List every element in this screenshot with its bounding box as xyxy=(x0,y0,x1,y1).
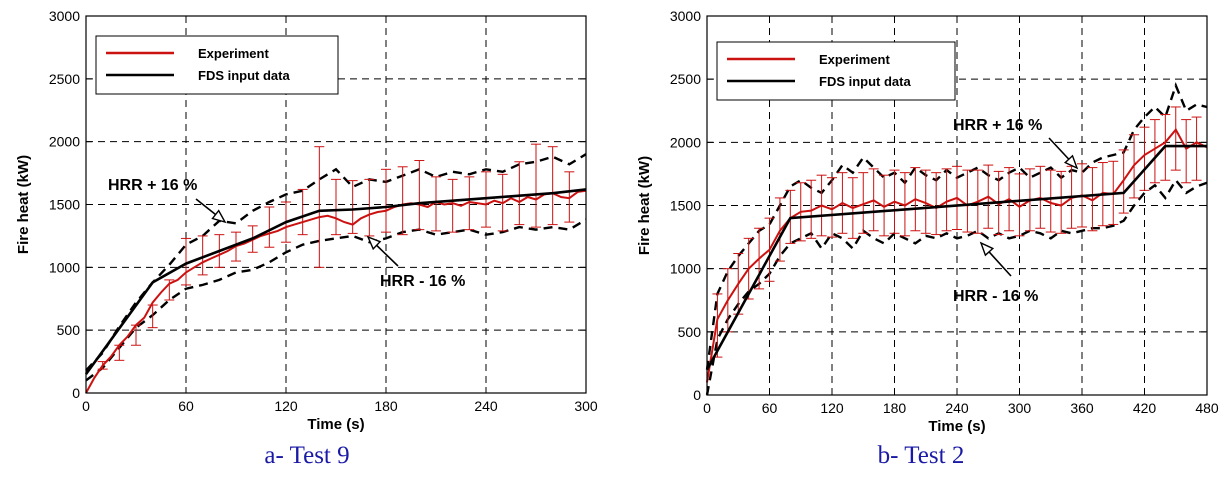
x-tick-label: 300 xyxy=(1008,400,1032,416)
y-tick-label: 0 xyxy=(72,385,80,401)
y-tick-label: 500 xyxy=(57,322,81,338)
annotation-arrowhead xyxy=(1063,154,1079,170)
legend-label: Experiment xyxy=(819,52,890,67)
lower-bound-line xyxy=(705,178,1208,396)
y-tick-label: 2500 xyxy=(49,71,80,87)
x-tick-label: 0 xyxy=(703,400,711,416)
y-tick-label: 500 xyxy=(678,324,702,340)
x-tick-label: 180 xyxy=(374,398,398,414)
plot-frame xyxy=(706,15,1208,396)
y-axis-title: Fire heat (kW) xyxy=(636,156,653,255)
upper-bound-line xyxy=(85,153,587,372)
y-tick-label: 2000 xyxy=(670,134,701,150)
x-tick-label: 420 xyxy=(1133,400,1157,416)
annotation-arrowhead xyxy=(979,241,995,257)
y-tick-label: 1000 xyxy=(670,261,701,277)
chart-test-9: 0 60 120 180 240 300050010001500200025003000T… xyxy=(15,8,598,433)
y-tick-label: 3000 xyxy=(670,8,701,24)
y-tick-label: 1000 xyxy=(49,259,80,275)
annotation-arrowhead xyxy=(366,235,382,251)
x-tick-label: 180 xyxy=(883,400,907,416)
x-tick-label: 360 xyxy=(1070,400,1094,416)
fds-input-line xyxy=(84,188,587,375)
lower-bound-line xyxy=(85,218,587,382)
x-axis-title: Time (s) xyxy=(307,416,364,433)
y-tick-label: 3000 xyxy=(49,8,80,24)
legend-label: FDS input data xyxy=(198,68,290,83)
annotation-text: HRR + 16 % xyxy=(108,177,197,194)
chart-panel-test-2: 0 60 120 180 240 300 360 420 480 0 500 1000 1500 2000… xyxy=(614,0,1228,493)
x-axis-title: Time (s) xyxy=(928,418,985,435)
fds-input-line xyxy=(705,144,1207,371)
x-tick-label: 120 xyxy=(274,398,298,414)
chart-test-2: 0 60 120 180 240 300 360 420 480 0 500 1000 1500 2000… xyxy=(636,8,1219,435)
legend-box xyxy=(716,41,956,101)
annotation-text: HRR - 16 % xyxy=(953,288,1038,305)
x-tick-label: 60 xyxy=(762,400,778,416)
chart-panel-test-9: 0 60 120 180 240 300 0 500 1000 1500 2000 2500 3000 T… xyxy=(0,0,614,493)
y-tick-label: 1500 xyxy=(49,197,80,213)
experiment-line xyxy=(85,189,587,394)
x-tick-label: 60 xyxy=(178,398,194,414)
y-tick-label: 1500 xyxy=(670,198,701,214)
legend-box xyxy=(95,35,339,95)
plot-frame xyxy=(85,15,587,394)
x-tick-label: 240 xyxy=(474,398,498,414)
y-tick-label: 2000 xyxy=(49,134,80,150)
annotation-text: HRR - 16 % xyxy=(380,273,465,290)
legend-label: Experiment xyxy=(198,46,269,61)
chart-caption: b- Test 2 xyxy=(877,442,965,469)
x-tick-label: 240 xyxy=(945,400,969,416)
annotation-text: HRR + 16 % xyxy=(953,117,1042,134)
y-axis-title: Fire heat (kW) xyxy=(15,155,32,254)
x-tick-label: 0 xyxy=(82,398,90,414)
y-tick-label: 0 xyxy=(693,387,701,403)
x-tick-label: 480 xyxy=(1195,400,1219,416)
x-tick-label: 120 xyxy=(820,400,844,416)
chart-caption: a- Test 9 xyxy=(264,442,350,469)
x-tick-label: 300 xyxy=(574,398,598,414)
annotation-arrowhead xyxy=(211,209,227,224)
y-tick-label: 2500 xyxy=(670,71,701,87)
legend-label: FDS input data xyxy=(819,74,911,89)
